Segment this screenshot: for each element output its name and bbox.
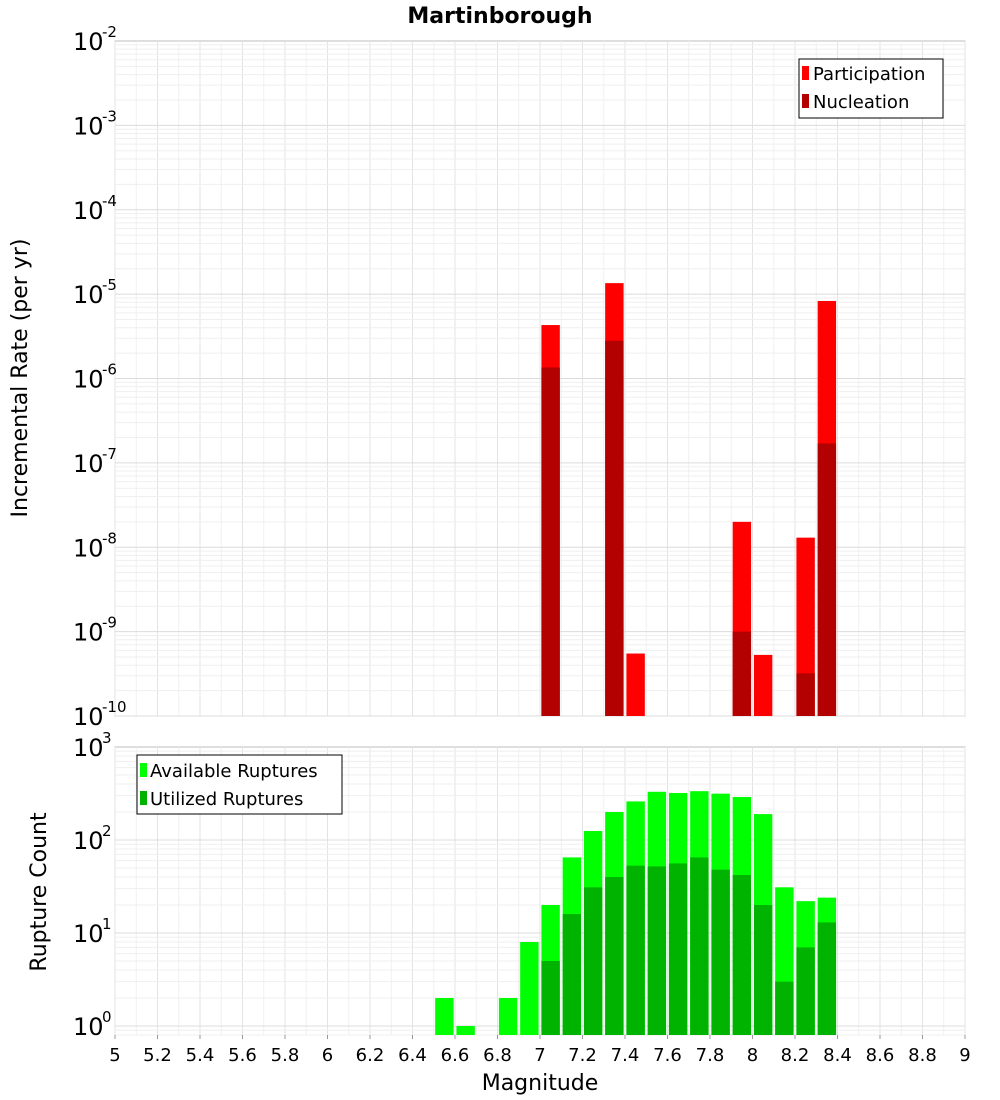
y-tick-label: 10 (73, 197, 104, 225)
y-tick-exponent: -9 (102, 614, 117, 632)
bar-utilized-ruptures-4 (626, 865, 645, 1035)
bar-utilized-ruptures-7 (690, 857, 709, 1035)
bar-nucleation-0 (541, 367, 560, 716)
y-tick-exponent: -10 (102, 698, 127, 716)
bottom-y-axis-label: Rupture Count (27, 812, 52, 972)
bar-utilized-ruptures-12 (796, 947, 815, 1035)
bar-utilized-ruptures-3 (605, 877, 624, 1035)
x-tick-label: 5.6 (228, 1045, 257, 1066)
bar-utilized-ruptures-10 (753, 905, 773, 1035)
y-tick-label: 10 (73, 827, 104, 855)
bar-nucleation-1 (605, 340, 624, 716)
bar-utilized-ruptures-0 (541, 960, 560, 1035)
bar-utilized-ruptures-8 (711, 869, 730, 1035)
y-tick-exponent: -3 (102, 107, 117, 125)
x-tick-label: 9 (959, 1045, 970, 1066)
x-tick-label: 6.6 (441, 1045, 470, 1066)
y-tick-exponent: -6 (102, 361, 117, 379)
x-ticks: 5 5.2 5.4 5.6 5.8 6 6.2 6.4 6.6 6.8 7 7.2 7.4 7.6 7.8 8… (109, 1035, 971, 1066)
bar-nucleation-4 (817, 443, 837, 716)
y-tick-exponent: -8 (102, 529, 117, 547)
x-tick-label: 6.4 (398, 1045, 427, 1066)
y-tick-exponent: -5 (102, 276, 117, 294)
y-tick-exponent: -2 (102, 23, 117, 41)
y-tick-exponent: -4 (102, 192, 117, 210)
x-tick-label: 5.2 (143, 1045, 172, 1066)
x-tick-label: 6.2 (356, 1045, 385, 1066)
bar-utilized-ruptures-13 (817, 922, 837, 1035)
y-tick-label: 10 (73, 619, 104, 647)
y-tick-label: 10 (73, 703, 104, 731)
legend-label-available: Available Ruptures (150, 761, 318, 782)
top-y-axis-label: Incremental Rate (per yr) (8, 239, 33, 518)
top-grid (114, 41, 966, 717)
legend-swatch-nucleation (802, 94, 809, 108)
x-tick-label: 5.4 (186, 1045, 215, 1066)
y-tick-label: 10 (73, 920, 104, 948)
top-bars (541, 283, 837, 717)
bar-nucleation-3 (796, 673, 815, 716)
bottom-legend: Available Ruptures Utilized Ruptures (136, 754, 343, 815)
x-tick-label: 7.4 (611, 1045, 640, 1066)
bar-available-ruptures-1 (456, 1025, 475, 1035)
bar-utilized-ruptures-2 (583, 887, 603, 1035)
bar-participation-2 (626, 653, 645, 716)
y-tick-exponent: 0 (102, 1008, 112, 1026)
x-tick-label: 5 (109, 1045, 120, 1066)
x-tick-label: 8.6 (866, 1045, 895, 1066)
x-tick-label: 8.4 (823, 1045, 852, 1066)
x-axis-label: Magnitude (482, 1071, 599, 1096)
top-y-ticks: 10-210-310-410-510-610-710-810-910-10 (73, 23, 127, 731)
y-tick-label: 10 (73, 112, 104, 140)
y-tick-exponent: -7 (102, 445, 117, 463)
legend-swatch-participation (802, 66, 809, 80)
x-tick-label: 6 (322, 1045, 333, 1066)
bar-available-ruptures-2 (498, 997, 518, 1035)
x-tick-label: 5.8 (271, 1045, 300, 1066)
bar-nucleation-2 (732, 631, 752, 717)
bar-available-ruptures-0 (435, 997, 454, 1035)
legend-label-participation: Participation (813, 64, 925, 85)
y-tick-label: 10 (73, 534, 104, 562)
y-tick-exponent: 3 (102, 729, 112, 747)
bar-utilized-ruptures-5 (647, 866, 667, 1035)
y-tick-label: 10 (73, 1013, 104, 1041)
y-tick-label: 10 (73, 734, 104, 762)
y-tick-exponent: 1 (102, 915, 112, 933)
bar-available-ruptures-3 (520, 942, 539, 1035)
chart-title: Martinborough (407, 4, 592, 29)
x-tick-label: 6.8 (483, 1045, 512, 1066)
legend-swatch-available (140, 763, 147, 777)
bottom-bars (435, 791, 837, 1035)
y-tick-exponent: 2 (102, 822, 112, 840)
x-tick-label: 7.2 (568, 1045, 597, 1066)
legend-label-nucleation: Nucleation (813, 92, 909, 113)
x-tick-label: 8.8 (908, 1045, 937, 1066)
bar-utilized-ruptures-9 (732, 875, 752, 1035)
legend-label-utilized: Utilized Ruptures (150, 789, 303, 810)
top-legend: Participation Nucleation (798, 58, 944, 119)
x-tick-label: 8 (747, 1045, 758, 1066)
bar-utilized-ruptures-6 (668, 863, 688, 1035)
y-tick-label: 10 (73, 450, 104, 478)
y-tick-label: 10 (73, 28, 104, 56)
y-tick-label: 10 (73, 281, 104, 309)
x-tick-label: 7.8 (696, 1045, 725, 1066)
x-tick-label: 8.2 (781, 1045, 810, 1066)
bar-participation-5 (796, 537, 815, 716)
bar-participation-4 (753, 654, 773, 716)
legend-swatch-utilized (140, 791, 147, 805)
x-tick-label: 7.6 (653, 1045, 682, 1066)
x-tick-label: 7 (534, 1045, 545, 1066)
y-tick-label: 10 (73, 366, 104, 394)
bar-utilized-ruptures-11 (775, 981, 794, 1035)
bar-utilized-ruptures-1 (562, 914, 582, 1035)
